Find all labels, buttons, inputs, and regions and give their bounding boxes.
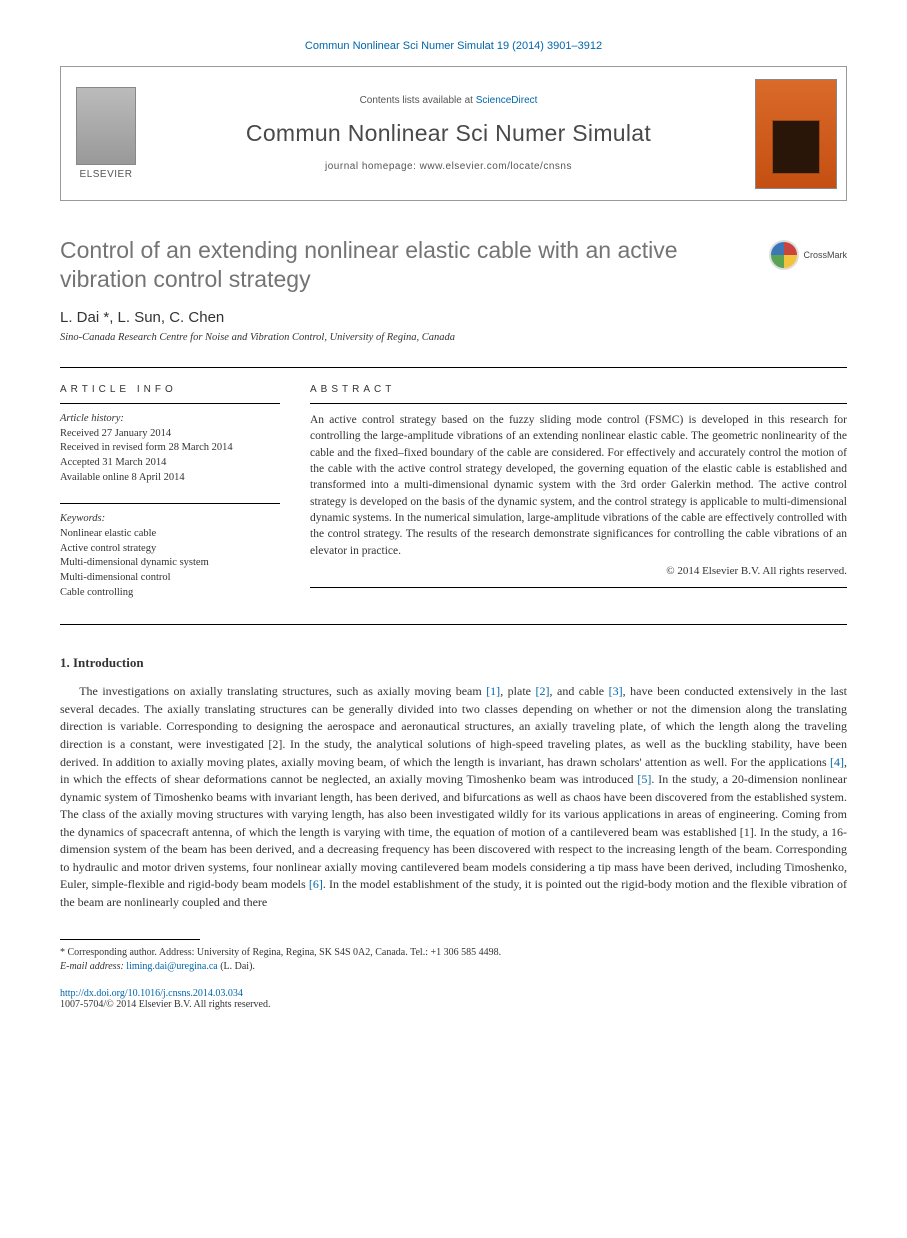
history-revised: Received in revised form 28 March 2014 xyxy=(60,441,280,456)
corresponding-author-note: * Corresponding author. Address: Univers… xyxy=(60,946,847,960)
journal-cover-icon xyxy=(755,79,837,189)
sciencedirect-link[interactable]: ScienceDirect xyxy=(476,95,538,106)
cover-cell xyxy=(746,67,846,200)
header-citation: Commun Nonlinear Sci Numer Simulat 19 (2… xyxy=(60,40,847,52)
authors: L. Dai *, L. Sun, C. Chen xyxy=(60,309,847,326)
keywords-rule xyxy=(60,503,280,504)
intro-paragraph: The investigations on axially translatin… xyxy=(60,683,847,911)
keyword: Multi-dimensional dynamic system xyxy=(60,556,280,571)
abstract-rule xyxy=(310,403,847,404)
history-label: Article history: xyxy=(60,412,280,427)
crossmark-label: CrossMark xyxy=(803,250,847,260)
publisher-logo-cell: ELSEVIER xyxy=(61,67,151,200)
history-accepted: Accepted 31 March 2014 xyxy=(60,456,280,471)
rule-top xyxy=(60,367,847,368)
header-center: Contents lists available at ScienceDirec… xyxy=(151,67,746,200)
article-title: Control of an extending nonlinear elasti… xyxy=(60,236,700,295)
ref-link[interactable]: [6] xyxy=(309,877,323,891)
abstract-column: ABSTRACT An active control strategy base… xyxy=(310,384,847,601)
ref-link[interactable]: [2] xyxy=(536,684,550,698)
keyword: Active control strategy xyxy=(60,542,280,557)
authors-text: L. Dai *, L. Sun, C. Chen xyxy=(60,309,224,326)
history-received: Received 27 January 2014 xyxy=(60,427,280,442)
crossmark-icon xyxy=(769,240,799,270)
publisher-name: ELSEVIER xyxy=(80,169,133,180)
email-label: E-mail address: xyxy=(60,961,126,972)
article-info-column: ARTICLE INFO Article history: Received 2… xyxy=(60,384,280,601)
affiliation: Sino-Canada Research Centre for Noise an… xyxy=(60,332,847,343)
journal-title: Commun Nonlinear Sci Numer Simulat xyxy=(246,120,651,147)
crossmark-widget[interactable]: CrossMark xyxy=(769,240,847,270)
author-email-link[interactable]: liming.dai@uregina.ca xyxy=(126,961,217,972)
ref-link[interactable]: [3] xyxy=(609,684,623,698)
history-online: Available online 8 April 2014 xyxy=(60,471,280,486)
keyword: Nonlinear elastic cable xyxy=(60,527,280,542)
keyword: Multi-dimensional control xyxy=(60,571,280,586)
elsevier-tree-icon xyxy=(76,87,136,165)
issn-copyright: 1007-5704/© 2014 Elsevier B.V. All right… xyxy=(60,999,847,1010)
homepage-line: journal homepage: www.elsevier.com/locat… xyxy=(325,161,572,172)
abstract-copyright: © 2014 Elsevier B.V. All rights reserved… xyxy=(310,565,847,577)
contents-prefix: Contents lists available at xyxy=(360,95,476,106)
abstract-rule-bottom xyxy=(310,587,847,588)
keyword: Cable controlling xyxy=(60,586,280,601)
abstract-heading: ABSTRACT xyxy=(310,384,847,395)
contents-line: Contents lists available at ScienceDirec… xyxy=(360,95,538,106)
doi-link[interactable]: http://dx.doi.org/10.1016/j.cnsns.2014.0… xyxy=(60,988,243,999)
email-suffix: (L. Dai). xyxy=(218,961,255,972)
keywords-label: Keywords: xyxy=(60,512,280,527)
email-line: E-mail address: liming.dai@uregina.ca (L… xyxy=(60,960,847,974)
article-info-heading: ARTICLE INFO xyxy=(60,384,280,395)
footnote-rule xyxy=(60,939,200,940)
info-rule xyxy=(60,403,280,404)
section-1-heading: 1. Introduction xyxy=(60,655,847,671)
ref-link[interactable]: [4] xyxy=(830,755,844,769)
ref-link[interactable]: [1] xyxy=(486,684,500,698)
abstract-text: An active control strategy based on the … xyxy=(310,412,847,559)
ref-link[interactable]: [5] xyxy=(637,772,651,786)
journal-header: ELSEVIER Contents lists available at Sci… xyxy=(60,66,847,201)
rule-bottom xyxy=(60,624,847,625)
